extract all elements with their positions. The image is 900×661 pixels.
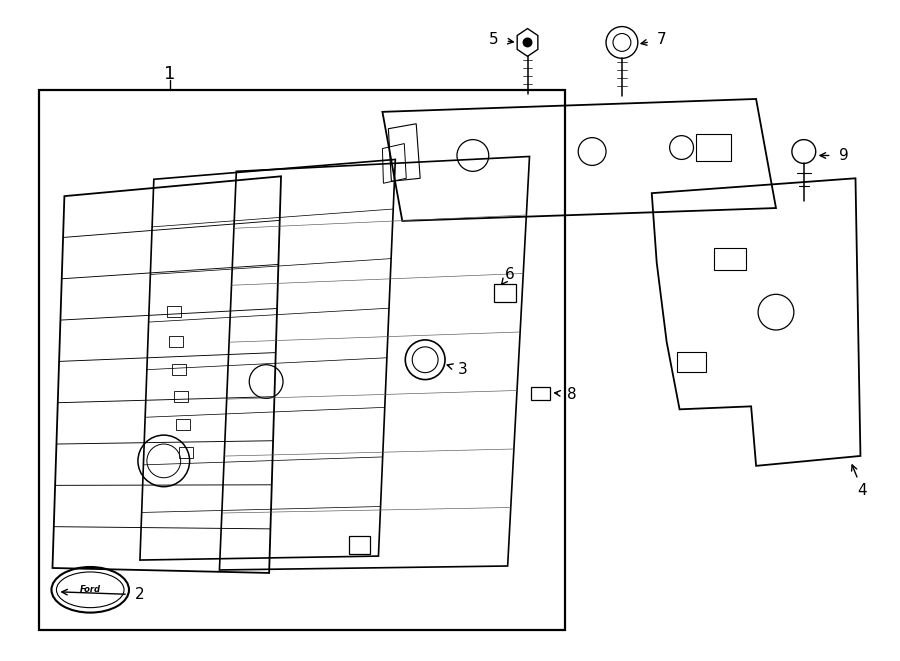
Circle shape [523,38,533,48]
Bar [494,284,516,302]
Bar [530,387,551,401]
Bar [168,336,183,347]
Bar [176,419,190,430]
Bar [677,352,706,371]
Text: Ford: Ford [80,585,101,594]
Bar [39,90,565,631]
Text: 8: 8 [567,387,577,402]
Bar [174,391,187,403]
Text: 5: 5 [489,32,499,47]
Text: 6: 6 [505,267,515,282]
Text: 2: 2 [135,587,145,602]
Text: 1: 1 [164,65,176,83]
Text: 9: 9 [839,148,849,163]
Bar [172,364,185,375]
Bar [179,447,193,458]
Text: 4: 4 [858,483,868,498]
Text: 3: 3 [458,362,468,377]
Bar [697,134,732,161]
Bar [348,536,371,554]
Bar [166,306,181,317]
Bar [715,248,746,270]
Text: 7: 7 [657,32,667,47]
